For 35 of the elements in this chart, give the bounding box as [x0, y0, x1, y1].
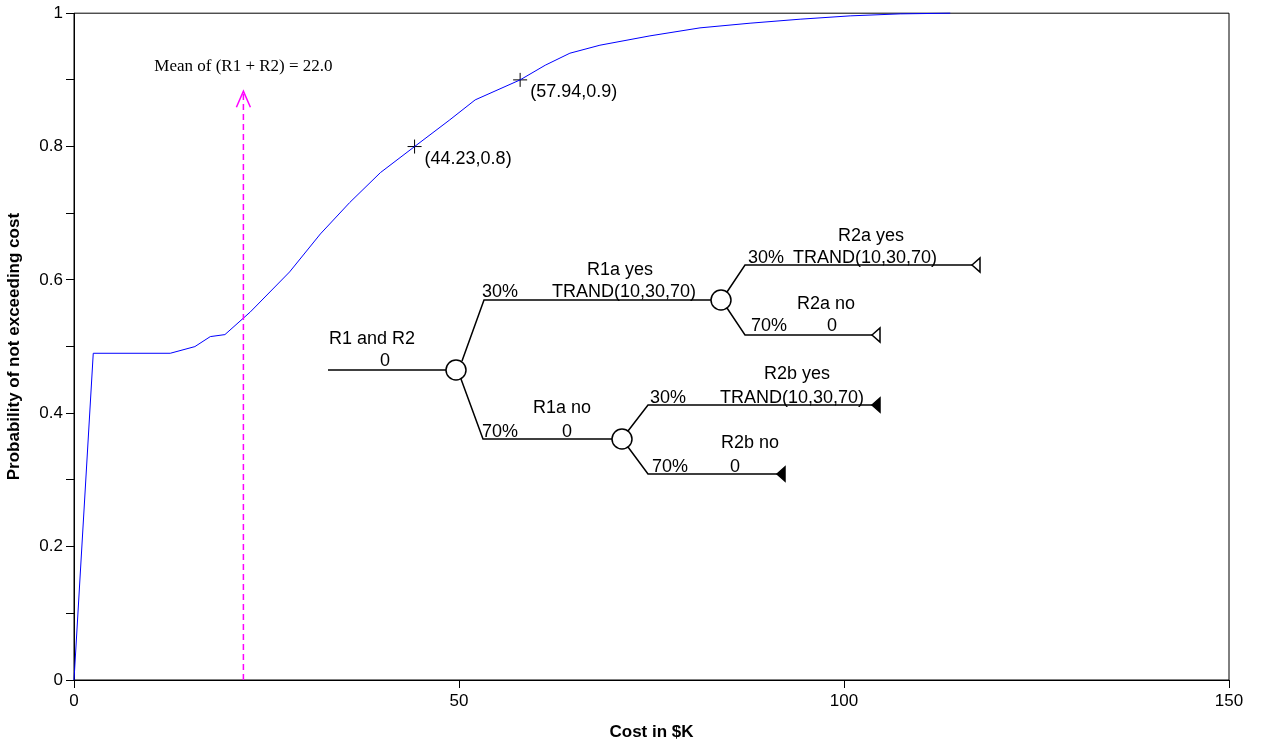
annotation: R1 and R2 [328, 328, 416, 348]
annotation: TRAND(10,30,70) [792, 247, 938, 267]
annotation: 0 [729, 456, 741, 476]
y-tick-label: 0.4 [39, 402, 63, 422]
x-tick-label: 50 [449, 690, 469, 710]
annotation: 70% [481, 421, 519, 441]
annotation: 30% [747, 247, 785, 267]
annotation: R1a yes [586, 259, 654, 279]
annotation: TRAND(10,30,70) [719, 387, 865, 407]
y-tick-label: 0.2 [39, 536, 63, 556]
annotation: 0 [379, 350, 391, 370]
annotation: 70% [750, 315, 788, 335]
annotation: 30% [649, 387, 687, 407]
annotation: R2a yes [837, 225, 905, 245]
y-axis-title: Probability of not exceeding cost [3, 212, 23, 481]
annotation: R2a no [796, 293, 856, 313]
annotation: 0 [561, 421, 573, 441]
data-label: (57.94,0.9) [530, 80, 618, 101]
x-axis-title: Cost in $K [609, 722, 695, 742]
ref-line-label: Mean of (R1 + R2) = 22.0 [154, 56, 333, 76]
annotation: R1a no [532, 397, 592, 417]
annotation: 30% [481, 281, 519, 301]
y-tick-label: 0.8 [39, 136, 63, 156]
annotation: TRAND(10,30,70) [551, 281, 697, 301]
annotation: 0 [826, 315, 838, 335]
annotation: R2b no [720, 432, 780, 452]
x-tick-label: 150 [1214, 690, 1244, 710]
y-tick-label: 0.6 [39, 269, 63, 289]
annotation: R2b yes [763, 363, 831, 383]
y-tick-label: 1 [53, 2, 63, 22]
x-tick-label: 0 [69, 690, 79, 710]
data-label: (44.23,0.8) [424, 147, 512, 168]
y-tick-label: 0 [53, 669, 63, 689]
annotation: 70% [651, 456, 689, 476]
x-tick-label: 100 [829, 690, 859, 710]
